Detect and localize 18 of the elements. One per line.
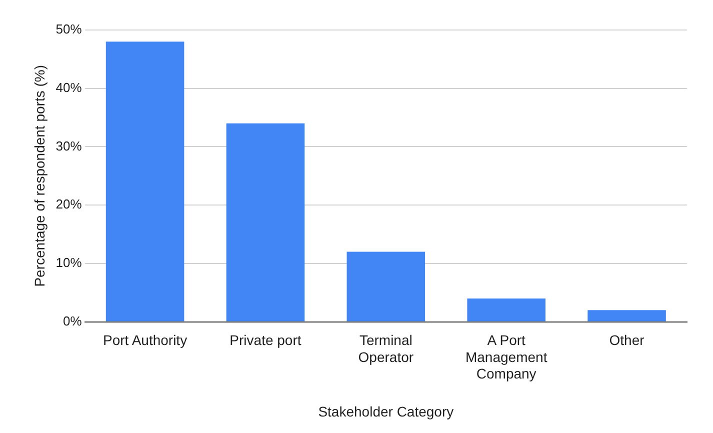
bar [346,252,426,322]
x-tick-label: Terminal Operator [358,332,414,365]
bar [588,310,666,322]
x-tick-label: A Port Management Company [465,332,548,382]
bar [226,123,305,322]
y-tick-label: 20% [56,196,82,212]
y-tick-label: 50% [56,22,82,37]
bar [467,298,546,322]
x-tick-label: Port Authority [103,332,188,348]
y-tick-label: 10% [56,255,82,270]
x-tick-label: Private port [230,332,302,348]
y-axis-title: Percentage of respondent ports (%) [31,65,48,287]
y-tick-label: 40% [56,80,82,95]
x-axis-title: Stakeholder Category [318,403,454,420]
y-tick-label: 30% [56,138,82,154]
bar [106,42,184,322]
y-tick-label: 0% [63,313,82,328]
x-tick-label: Other [609,332,645,348]
